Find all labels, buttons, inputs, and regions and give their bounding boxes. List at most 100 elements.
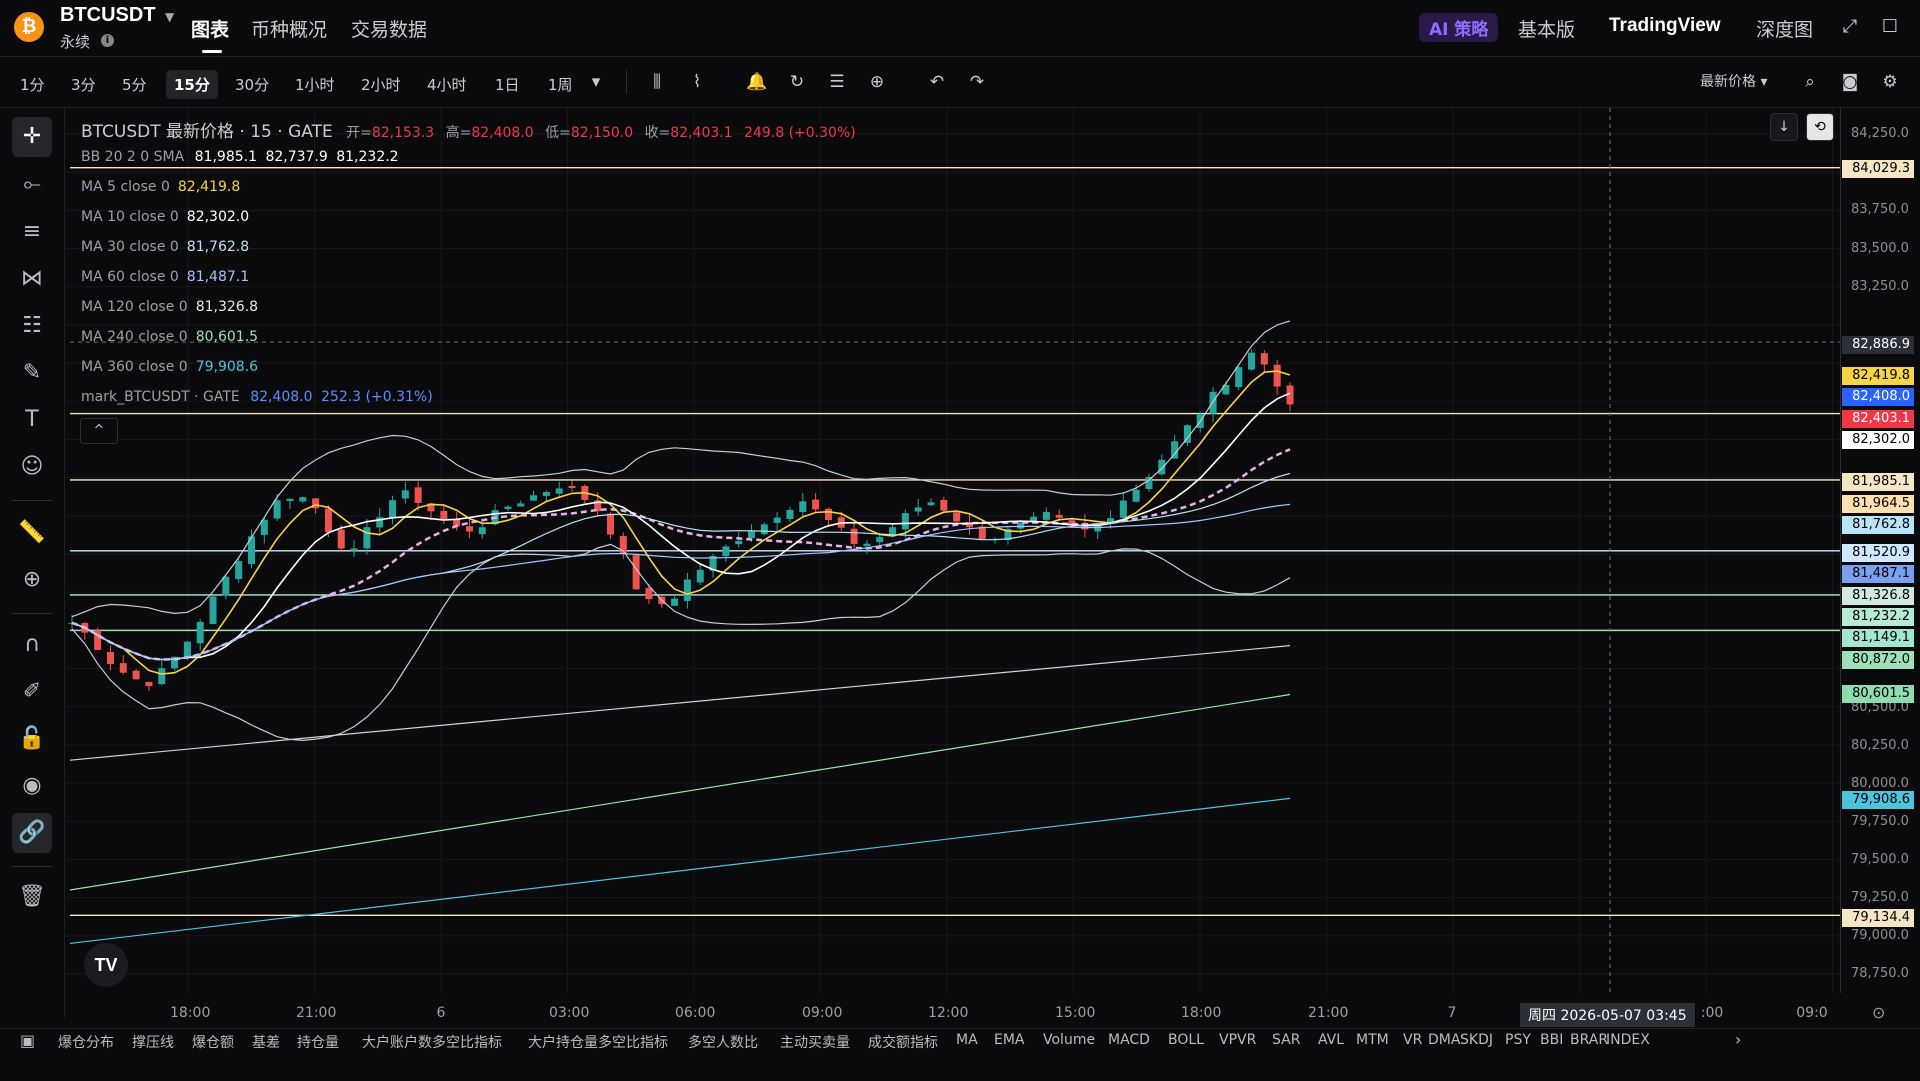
expand-icon[interactable]: ⤢ — [1842, 16, 1858, 37]
timeframe-1d[interactable]: 1日 — [495, 76, 520, 94]
legend-ma[interactable]: MA 60 close 0 81,487.1 — [81, 269, 249, 285]
legend-collapse-button[interactable]: ^ — [80, 418, 118, 444]
timeframe-dropdown-icon[interactable]: ▾ — [591, 72, 601, 92]
indicator-24[interactable]: BRAR — [1570, 1032, 1609, 1048]
fullscreen-icon[interactable]: ☐ — [1881, 16, 1899, 37]
tab-basic[interactable]: 基本版 — [1518, 19, 1576, 41]
price-tag: 81,520.9 — [1842, 544, 1914, 562]
indicator-0[interactable]: 爆仓分布 — [58, 1035, 114, 1051]
candle-body — [1145, 477, 1153, 489]
indicator-12[interactable]: Volume — [1043, 1032, 1096, 1048]
emoji-tool-icon[interactable]: ☺ — [20, 454, 44, 479]
tab-coin-overview[interactable]: 币种概况 — [251, 19, 328, 41]
indicator-25[interactable]: INDEX — [1606, 1032, 1650, 1048]
undo-icon[interactable]: ↶ — [929, 72, 945, 92]
indicator-7[interactable]: 多空人数比 — [688, 1035, 758, 1051]
chevron-down-icon[interactable]: ▼ — [165, 10, 175, 24]
layout-icon[interactable]: ☰ — [829, 72, 845, 92]
indicator-3[interactable]: 基差 — [252, 1035, 280, 1051]
legend-ma[interactable]: MA 360 close 0 79,908.6 — [81, 359, 258, 375]
lock-icon[interactable]: 🔓 — [18, 726, 46, 751]
timeframe-2h[interactable]: 2小时 — [361, 76, 401, 94]
timeframe-4h[interactable]: 4小时 — [427, 76, 467, 94]
price-type-select[interactable]: 最新价格 ▾ — [1700, 74, 1768, 90]
indicator-10[interactable]: MA — [956, 1032, 978, 1048]
replay-icon[interactable]: ↻ — [789, 72, 805, 92]
indicators-icon[interactable]: ⌇ — [692, 72, 702, 92]
legend-bb[interactable]: BB 20 2 0 SMA 81,985.1 82,737.9 81,232.2 — [81, 149, 399, 165]
indicator-22[interactable]: PSY — [1505, 1032, 1531, 1048]
auto-scale-button[interactable]: ⟲ — [1806, 113, 1834, 141]
tab-chart[interactable]: 图表 — [191, 19, 230, 41]
indicator-2[interactable]: 爆仓额 — [192, 1035, 234, 1051]
timeframe-15m[interactable]: 15分 — [166, 70, 218, 99]
redo-icon[interactable]: ↷ — [969, 72, 985, 92]
search-icon[interactable]: ⌕ — [1805, 72, 1815, 92]
ai-strategy-button[interactable]: AI 策略 — [1419, 13, 1499, 42]
trash-icon[interactable]: 🗑 — [18, 884, 46, 909]
legend-ma[interactable]: MA 30 close 0 81,762.8 — [81, 239, 249, 255]
timeframe-5m[interactable]: 5分 — [122, 76, 147, 94]
zoom-in-tool-icon[interactable]: ⊕ — [22, 567, 42, 592]
info-icon[interactable]: i — [101, 34, 114, 47]
legend-ma[interactable]: MA 10 close 0 82,302.0 — [81, 209, 249, 225]
eye-icon[interactable]: ◉ — [22, 773, 42, 798]
indicator-21[interactable]: SKDJ — [1460, 1032, 1493, 1048]
indicator-16[interactable]: SAR — [1272, 1032, 1301, 1048]
indicator-5[interactable]: 大户账户数多空比指标 — [362, 1035, 502, 1051]
timezone-settings-icon[interactable]: ⊙ — [1872, 1003, 1886, 1022]
indicator-18[interactable]: MTM — [1356, 1032, 1389, 1048]
timeframe-1w[interactable]: 1周 — [548, 76, 573, 94]
camera-icon[interactable]: ◙ — [1841, 72, 1859, 92]
indicator-1[interactable]: 撑压线 — [132, 1035, 174, 1051]
tab-tradingview[interactable]: TradingView — [1609, 15, 1721, 36]
link-icon[interactable]: 🔗 — [12, 813, 52, 853]
indicator-8[interactable]: 主动买卖量 — [780, 1035, 850, 1051]
indicator-4[interactable]: 持仓量 — [297, 1035, 339, 1051]
price-chart[interactable] — [65, 108, 1840, 993]
indicator-23[interactable]: BBI — [1540, 1032, 1564, 1048]
tradingview-logo[interactable]: TV — [84, 943, 128, 987]
indicator-15[interactable]: VPVR — [1219, 1032, 1257, 1048]
horizontal-lines-tool-icon[interactable]: ≡ — [22, 219, 42, 244]
indicator-17[interactable]: AVL — [1318, 1032, 1345, 1048]
lock-draw-icon[interactable]: ✐ — [22, 679, 42, 704]
indicator-6[interactable]: 大户持仓量多空比指标 — [528, 1035, 668, 1051]
legend-ma[interactable]: MA 5 close 0 82,419.8 — [81, 179, 240, 195]
text-tool-icon[interactable]: T — [25, 407, 39, 432]
pattern-tool-icon[interactable]: ⋈ — [21, 266, 43, 291]
alert-icon[interactable]: 🔔 — [746, 72, 768, 92]
indicator-11[interactable]: EMA — [994, 1032, 1025, 1048]
timeframe-3m[interactable]: 3分 — [71, 76, 96, 94]
ruler-tool-icon[interactable]: 📏 — [18, 520, 46, 545]
legend-ma[interactable]: MA 120 close 0 81,326.8 — [81, 299, 258, 315]
time-axis[interactable]: 18:00 21:00 6 03:00 06:00 09:00 12:00 15:00 18:0… — [65, 993, 1920, 1028]
legend-mark-price[interactable]: mark_BTCUSDT · GATE 82,408.0 252.3 (+0.3… — [81, 389, 433, 405]
timeframe-1m[interactable]: 1分 — [20, 76, 45, 94]
indicator-20[interactable]: DMA — [1428, 1032, 1461, 1048]
ma240-line — [69, 693, 1291, 891]
timeframe-30m[interactable]: 30分 — [235, 76, 270, 94]
calendar-icon[interactable]: ▣ — [20, 1031, 36, 1050]
add-icon[interactable]: ⊕ — [869, 72, 885, 92]
trend-line-tool-icon[interactable]: ⟜ — [23, 172, 41, 197]
timeframe-1h[interactable]: 1小时 — [295, 76, 335, 94]
indicator-13[interactable]: MACD — [1108, 1032, 1150, 1048]
tab-trade-data[interactable]: 交易数据 — [351, 19, 428, 41]
indicator-9[interactable]: 成交额指标 — [868, 1035, 938, 1051]
symbol-selector[interactable]: BTCUSDT — [60, 4, 156, 26]
magnet-icon[interactable]: ∩ — [23, 632, 41, 657]
legend-ma[interactable]: MA 240 close 0 80,601.5 — [81, 329, 258, 345]
candlestick-type-icon[interactable]: ⫼ — [653, 72, 661, 92]
legend-open-label: 开= — [346, 125, 372, 141]
indicator-14[interactable]: BOLL — [1168, 1032, 1204, 1048]
tab-depth-chart[interactable]: 深度图 — [1756, 19, 1814, 41]
brush-tool-icon[interactable]: ✎ — [22, 360, 42, 385]
crosshair-tool-icon[interactable]: ✛ — [12, 117, 52, 157]
fibonacci-tool-icon[interactable]: ☷ — [22, 313, 42, 338]
legend-open: 82,153.3 — [371, 125, 435, 141]
scroll-to-latest-button[interactable]: ↓ — [1770, 113, 1798, 141]
gear-icon[interactable]: ⚙ — [1882, 72, 1898, 92]
indicator-19[interactable]: VR — [1403, 1032, 1423, 1048]
chevron-right-icon[interactable]: › — [1735, 1030, 1742, 1049]
